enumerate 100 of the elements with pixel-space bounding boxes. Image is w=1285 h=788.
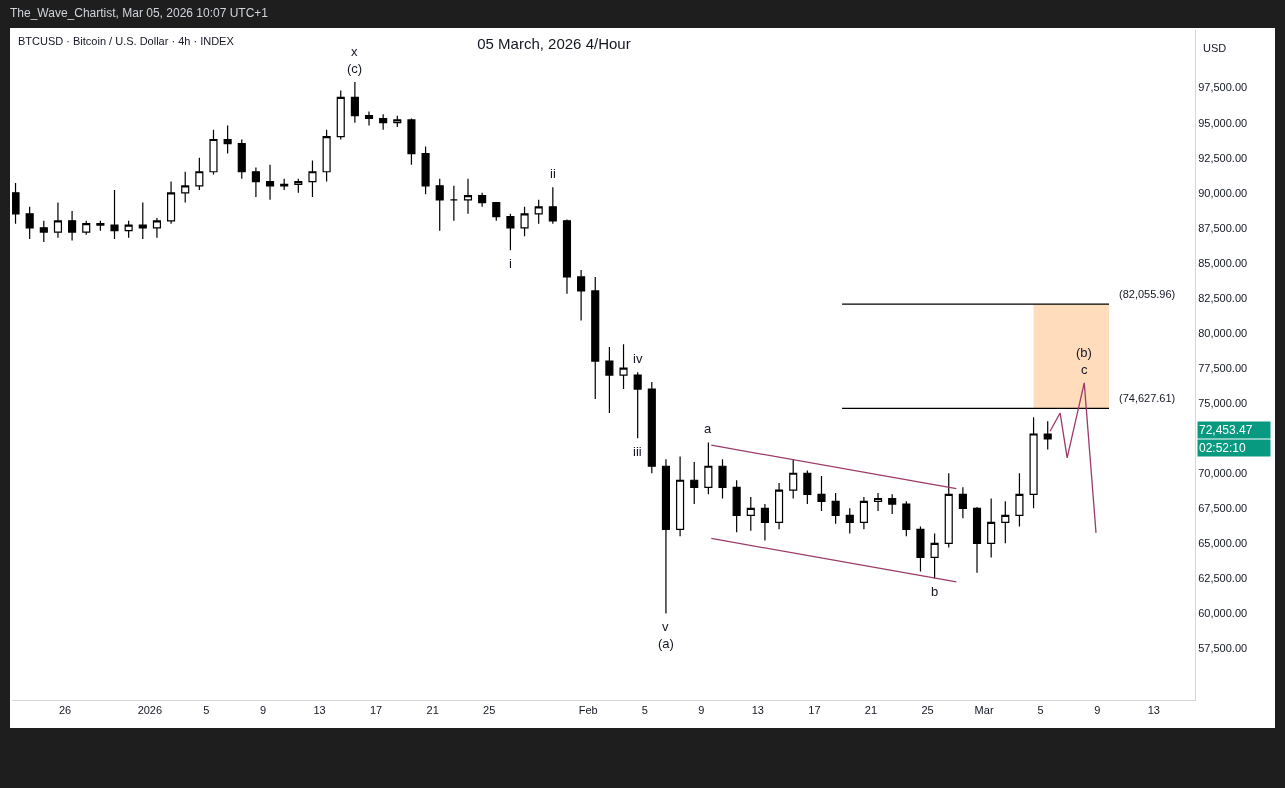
y-tick-label: 92,500.00: [1198, 151, 1248, 164]
candlestick: [478, 192, 487, 208]
y-tick-label: 62,500.00: [1198, 572, 1248, 585]
y-tick-label: 75,000.00: [1198, 396, 1248, 409]
candlestick: [520, 206, 529, 237]
annotation: (74,627.61): [1119, 392, 1176, 404]
candlestick: [760, 503, 769, 542]
candlestick: [449, 185, 458, 222]
candlestick: [972, 506, 982, 574]
text: USD: [1203, 42, 1227, 54]
candlestick: [379, 113, 388, 131]
x-tick-label: Mar: [974, 704, 994, 717]
candlestick: [167, 180, 176, 225]
candlestick: [647, 381, 656, 474]
annotation: iv: [633, 351, 643, 366]
annotation: iii: [633, 444, 642, 459]
candlestick: [209, 129, 218, 176]
candlestick: [789, 458, 798, 500]
candlestick: [562, 218, 572, 295]
candlestick: [265, 164, 275, 201]
x-tick-label: 2026: [137, 704, 163, 717]
y-tick-label: 77,500.00: [1198, 361, 1248, 374]
candlestick: [39, 220, 48, 243]
candlestick: [888, 493, 897, 515]
y-tick-label: 97,500.00: [1198, 81, 1248, 94]
text: 02:52:10: [1199, 441, 1247, 455]
candlestick: [308, 159, 317, 198]
candlestick: [1001, 500, 1010, 544]
x-tick-label: 5: [203, 704, 210, 717]
candlestick: [944, 472, 953, 549]
candlestick: [294, 178, 303, 194]
y-tick-label: 65,000.00: [1198, 537, 1248, 550]
chart-title: 05 March, 2026 4/Hour: [477, 35, 631, 52]
candlestick: [492, 202, 501, 222]
x-tick-label: 17: [808, 704, 821, 717]
candlestick: [96, 220, 105, 232]
candlestick: [859, 496, 868, 530]
x-tick-label: 9: [698, 704, 705, 717]
candlestick: [463, 178, 473, 215]
x-tick-label: 13: [313, 704, 326, 717]
candlestick: [68, 210, 77, 242]
candlestick: [746, 496, 755, 532]
x-tick-label: Feb: [578, 704, 598, 717]
candlestick: [803, 469, 812, 505]
candlestick: [251, 166, 260, 198]
candlestick: [605, 346, 614, 414]
y-tick-label: 70,000.00: [1198, 467, 1248, 480]
candlestick: [916, 525, 925, 573]
chart-subtitle: BTCUSD · Bitcoin / U.S. Dollar · 4h · INDEX: [18, 35, 235, 47]
candlestick: [775, 482, 784, 530]
x-tick-label: 21: [426, 704, 439, 717]
candlestick: [195, 157, 204, 191]
x-tick-label: 9: [259, 704, 267, 717]
x-tick-label: 25: [921, 704, 934, 717]
candlestick: [152, 217, 161, 239]
y-tick-label: 80,000.00: [1198, 326, 1248, 339]
candlestick: [987, 497, 996, 558]
x-tick-label: 17: [369, 704, 383, 717]
candlestick: [124, 220, 133, 239]
candlestick: [661, 458, 671, 615]
candlestick: [12, 182, 20, 225]
annotation: (b): [1076, 345, 1092, 360]
candlestick: [322, 129, 331, 183]
candlestick: [676, 455, 685, 537]
candlestick: [53, 202, 63, 239]
candlestick: [902, 500, 911, 537]
candlestick: [506, 213, 515, 251]
text: The_Wave_Chartist, Mar 05, 2026 10:07 UTC+1: [10, 6, 269, 20]
candlestick: [110, 189, 119, 240]
candlestick: [817, 475, 826, 512]
x-tick-label: 21: [864, 704, 878, 717]
annotation: ii: [550, 166, 556, 181]
candlestick: [704, 441, 713, 495]
x-tick-label: 25: [483, 704, 496, 717]
annotation: a: [704, 421, 712, 436]
text: 72,453.47: [1199, 423, 1253, 437]
candlestick: [548, 186, 557, 225]
candlestick: [845, 507, 854, 535]
candlestick: [619, 343, 628, 390]
candlestick: [25, 206, 34, 240]
annotation: (82,055.96): [1119, 288, 1176, 300]
candlestick: [1015, 472, 1024, 528]
line-series: [1049, 382, 1097, 534]
y-tick-label: 90,000.00: [1198, 186, 1248, 199]
x-tick-label: 9: [1094, 704, 1101, 717]
annotation: v: [662, 619, 669, 634]
y-tick-label: 95,000.00: [1198, 116, 1248, 129]
annotation: (a): [658, 636, 674, 651]
candlestick: [958, 486, 967, 519]
candlestick: [718, 458, 727, 500]
y-tick-label: 87,500.00: [1198, 221, 1248, 234]
annotation: i: [509, 256, 512, 271]
candlestick: [633, 371, 642, 439]
candlestick: [336, 89, 345, 141]
x-tick-label: 26: [58, 704, 72, 717]
y-tick-label: 57,500.00: [1198, 642, 1248, 655]
candlestick: [435, 178, 444, 232]
candlestick: [591, 276, 600, 400]
x-tick-label: 13: [751, 704, 764, 717]
x-tick-label: 5: [1037, 704, 1044, 717]
